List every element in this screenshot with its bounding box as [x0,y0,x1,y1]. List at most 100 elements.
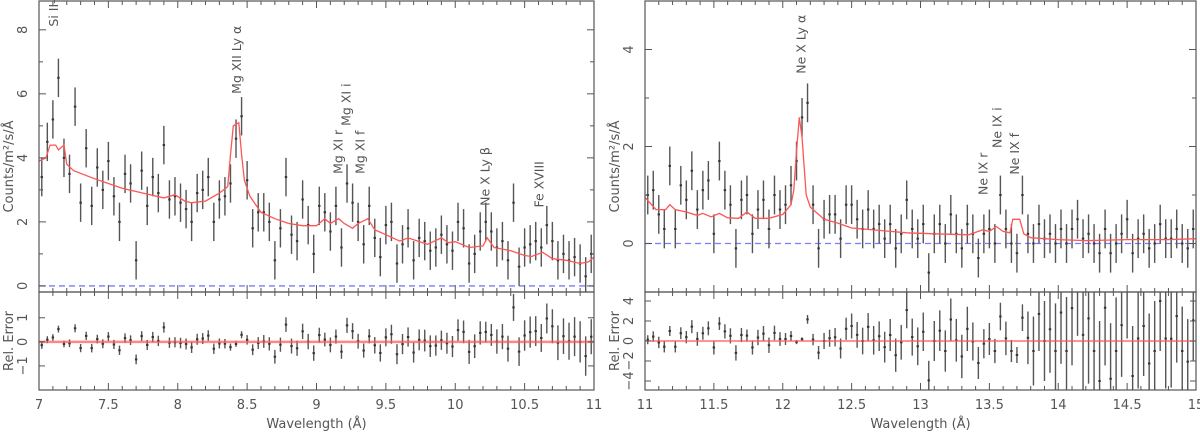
residual-point [1120,324,1123,327]
residual-point [412,351,415,354]
residual-point [1032,350,1035,352]
data-point [295,240,299,243]
residual-point [423,339,426,342]
data-point [429,249,432,252]
data-point [1092,242,1096,245]
data-point [966,223,969,226]
residual-point [329,343,332,346]
residual-point [312,352,315,355]
data-point [900,232,903,235]
data-point [663,227,666,230]
data-point [479,230,482,233]
residual-point [828,337,831,340]
residual-point [833,336,837,339]
data-point [351,201,354,204]
data-point [718,160,721,163]
residual-point [712,346,716,349]
data-point [556,259,560,262]
data-point [839,237,842,240]
data-point [490,230,493,233]
x-tick-label: 12 [774,398,791,413]
data-point [927,271,930,274]
data-point [40,176,43,179]
residual-point [279,343,282,346]
x-tick-label: 14.5 [1113,398,1142,413]
data-point [540,246,543,249]
residual-point [1142,325,1145,327]
line-annotation: Mg XI i [339,83,354,125]
data-point [685,198,688,201]
residual-point [406,336,410,339]
upper-plot-frame [644,0,1197,293]
residual-point [417,338,421,341]
data-point [551,240,554,243]
residual-point [462,330,465,333]
y-tick-label: 2 [16,218,31,226]
residual-point [184,343,188,346]
residual-point [528,331,532,334]
residual-point [1092,350,1096,352]
data-point [262,211,265,214]
model-curve [644,117,1197,242]
residual-point [1004,337,1008,340]
data-point [828,213,831,216]
data-point [51,118,55,121]
residual-y-tick-label: −2 [622,351,637,370]
data-point [401,243,404,246]
data-point [456,220,460,223]
data-point [173,195,177,198]
data-point [701,189,705,192]
y-tick-label: 6 [16,90,31,98]
data-point [883,237,886,240]
data-point [723,189,727,192]
residual-point [401,343,404,346]
residual-points [40,293,593,376]
residual-point [1081,333,1085,336]
residual-point [1026,336,1030,339]
residual-point [756,336,760,339]
residual-point [685,336,688,339]
data-point [279,227,282,230]
residual-point [107,335,110,338]
data-point [395,262,399,265]
data-point [894,247,897,250]
data-point [806,101,809,104]
residual-point [982,342,986,345]
x-tick-label: 15 [1188,398,1200,413]
residual-point [740,334,743,337]
line-annotation: Ne X Ly α [794,15,809,74]
residual-point [888,334,892,336]
data-point [190,220,193,223]
residual-point [718,322,721,325]
residual-point [784,338,787,340]
data-point [384,224,388,227]
data-point [1192,227,1195,230]
data-point [999,194,1002,196]
x-tick-label: 13.5 [975,398,1004,413]
residual-point [134,358,138,361]
residual-point [1087,317,1090,320]
residual-point [1186,360,1189,363]
residual-point [523,334,526,337]
residual-point [646,338,649,341]
data-point [79,201,82,204]
residual-point [877,335,881,338]
data-point [584,275,587,278]
x-tick-label: 14 [1050,398,1067,413]
residual-point [1136,337,1140,340]
residual-point [811,338,815,341]
panel-1: 7 7.5 8 8.5 9 9.5 10 10.5 11 0 2 4 6 8 −1 0 1 Wavelength … [1,0,602,432]
data-point [800,116,804,119]
data-point [62,156,66,159]
data-point [506,259,510,262]
data-point [451,249,454,252]
data-point [988,227,991,230]
x-axis-label: Wavelength (Å) [870,416,970,431]
residual-point [1181,350,1184,352]
residual-point [212,347,216,350]
residual-point [123,337,127,340]
data-point [345,182,349,185]
data-point [745,194,749,196]
residual-point [501,335,504,338]
data-point [1081,237,1085,240]
